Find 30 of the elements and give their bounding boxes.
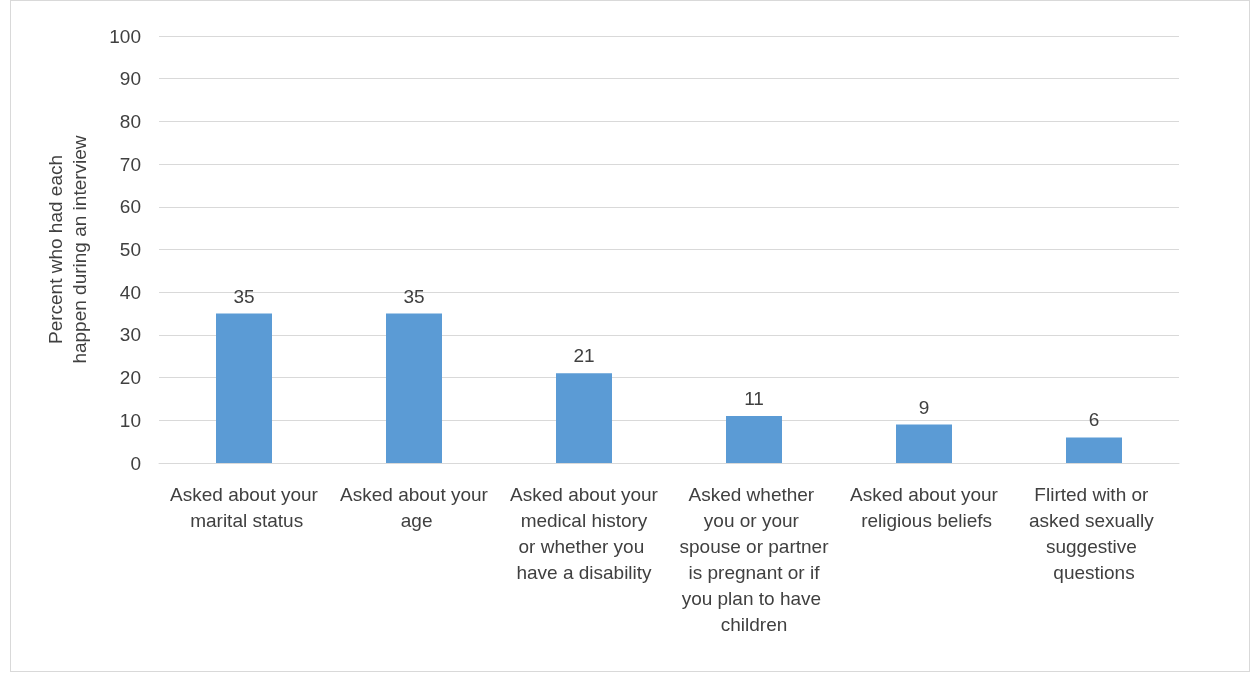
data-label: 21 bbox=[573, 345, 595, 367]
data-label: 9 bbox=[918, 396, 930, 418]
data-label: 11 bbox=[744, 388, 764, 410]
y-tick-label: 70 bbox=[119, 153, 141, 175]
data-label: 35 bbox=[233, 285, 255, 307]
y-tick-label: 80 bbox=[119, 110, 141, 132]
y-tick-label: 10 bbox=[119, 409, 141, 431]
y-tick-label: 90 bbox=[119, 68, 141, 90]
bar bbox=[1066, 437, 1122, 463]
bar bbox=[896, 424, 952, 463]
y-tick-label: 50 bbox=[119, 239, 141, 260]
x-tick-label: Asked about your marital status bbox=[170, 483, 319, 531]
y-tick-label: 100 bbox=[109, 25, 141, 47]
bar bbox=[386, 313, 442, 463]
y-tick-label: 20 bbox=[119, 367, 141, 389]
y-tick-label: 40 bbox=[119, 281, 141, 303]
x-tick-label: Asked about your religious beliefs bbox=[850, 483, 999, 531]
x-tick-label: Asked about your age bbox=[340, 483, 489, 531]
data-label: 6 bbox=[1088, 409, 1100, 431]
x-tick-label: Asked about your medical history or whether you have a disability bbox=[510, 483, 659, 583]
bar bbox=[556, 373, 612, 463]
y-tick-label: 60 bbox=[119, 196, 141, 218]
bar bbox=[216, 313, 272, 463]
x-tick-label: Flirted with or asked sexually suggestive questions bbox=[1029, 483, 1159, 583]
y-tick-label: 0 bbox=[130, 452, 141, 474]
y-tick-label: 30 bbox=[119, 324, 141, 346]
x-tick-label: Asked whether you or your spouse or partner is pregnant or if you plan to have children bbox=[679, 483, 830, 635]
data-label: 35 bbox=[403, 285, 425, 307]
y-axis-title: Percent who had each happen during an interview bbox=[44, 135, 90, 364]
bar bbox=[726, 416, 782, 463]
